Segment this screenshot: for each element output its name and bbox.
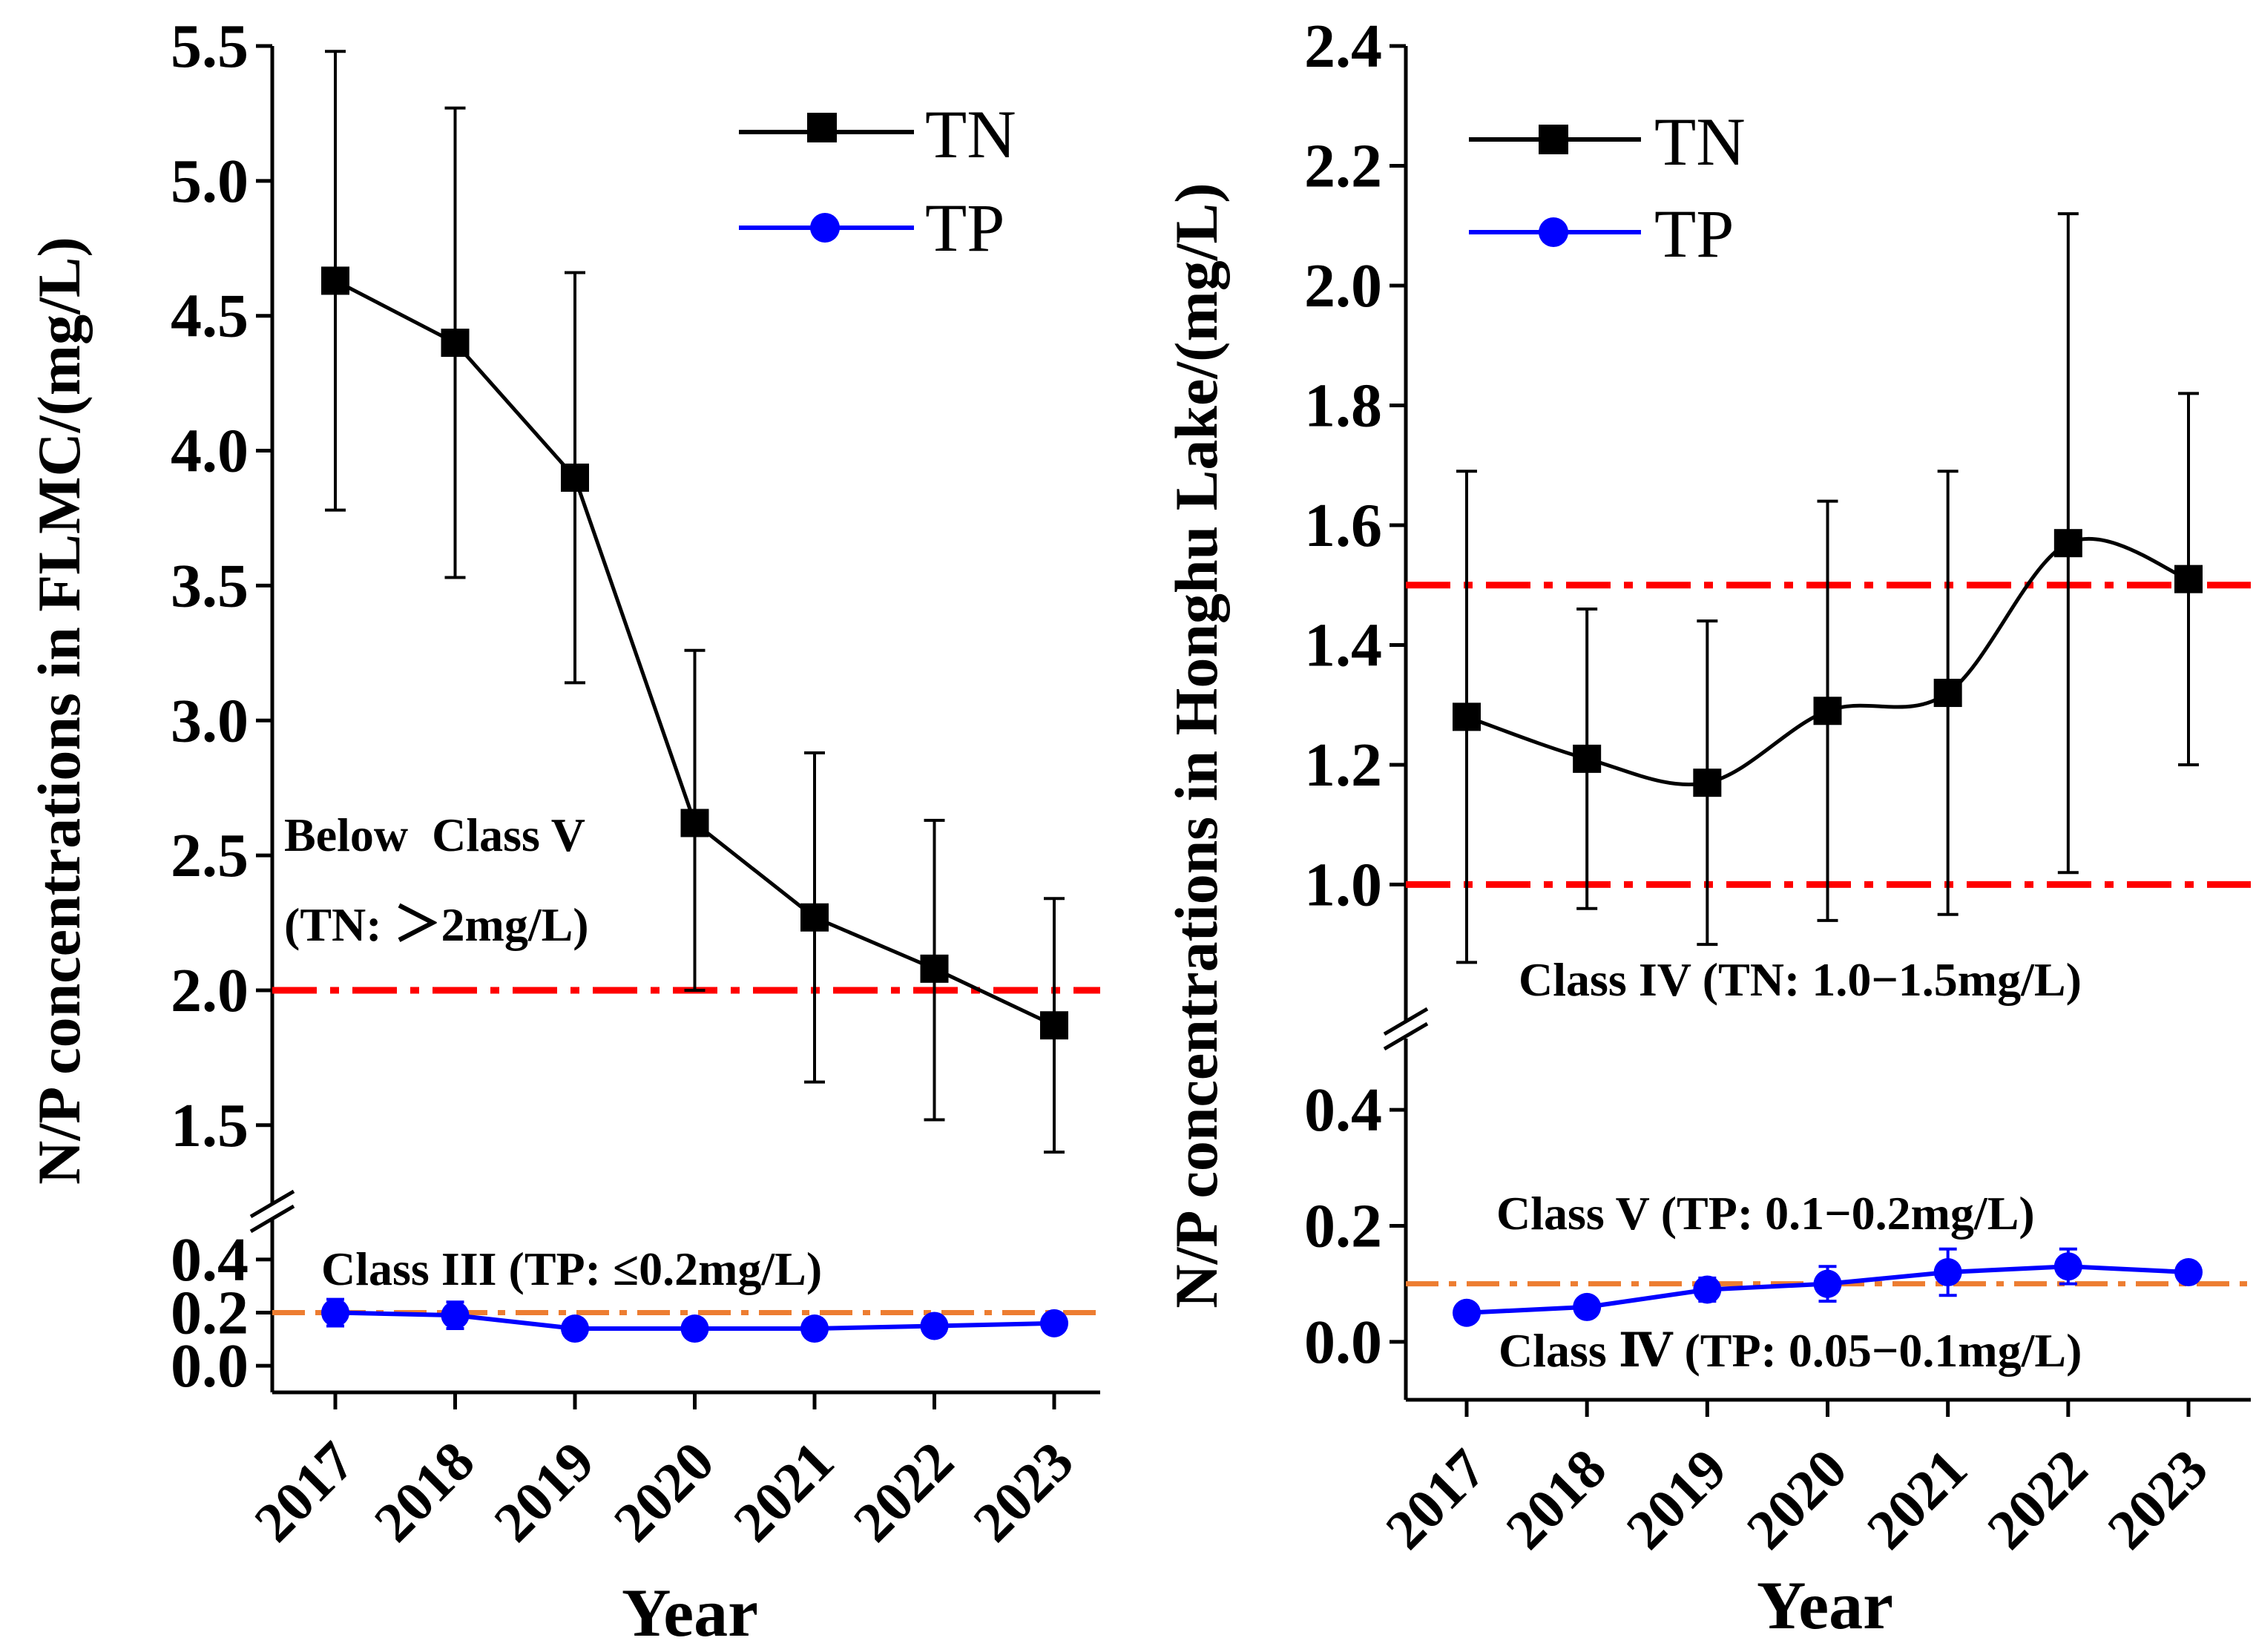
right-tn-point-2023	[2174, 565, 2203, 593]
left-axis-break	[249, 1189, 295, 1234]
right-tp-point-2018	[1573, 1292, 1602, 1321]
right-legend: TN TP	[1469, 104, 1746, 272]
right-axis-break	[1383, 1007, 1429, 1051]
left-tp-point-2022	[920, 1312, 949, 1340]
right-annotation-class-v-tp: Class V (TP: 0.1−0.2mg/L)	[1496, 1187, 2035, 1240]
right-tn-point-2018	[1573, 744, 1602, 773]
left-ytick-label-upper-4.5: 4.5	[171, 282, 249, 351]
right-tn-point-2022	[2053, 529, 2082, 558]
right-ytick-label-lower-0.2: 0.2	[1304, 1192, 1382, 1261]
right-ytick-label-upper-1.4: 1.4	[1304, 611, 1382, 679]
right-ytick-label-upper-2.0: 2.0	[1304, 251, 1382, 320]
left-tn-point-2019	[561, 463, 589, 492]
left-ytick-label-upper-2.5: 2.5	[171, 821, 249, 890]
right-tp-point-2020	[1813, 1269, 1842, 1298]
left-ytick-label-lower-0.0: 0.0	[171, 1332, 249, 1401]
left-tp-point-2019	[561, 1314, 589, 1343]
left-tn-point-2021	[800, 903, 829, 932]
left-annotation-class-iii: Class III (TP: ≤0.2mg/L)	[321, 1243, 822, 1295]
right-x-axis-title: Year	[1757, 1567, 1893, 1643]
left-y-axis-label: N/P concentrations in FLMC/(mg/L)	[25, 237, 93, 1185]
right-tn-point-2021	[1933, 679, 1962, 708]
right-ytick-label-lower-0.4: 0.4	[1304, 1076, 1382, 1145]
left-tn-point-2023	[1040, 1011, 1068, 1040]
left-x-axis-title: Year	[622, 1575, 758, 1648]
left-ytick-label-upper-5.5: 5.5	[171, 12, 249, 81]
right-annotation-class-iv-tn: Class IV (TN: 1.0−1.5mg/L)	[1519, 953, 2082, 1006]
right-tp-point-2019	[1693, 1275, 1722, 1304]
right-legend-tp-label: TP	[1654, 196, 1734, 272]
right-tn-point-2017	[1453, 702, 1481, 731]
left-tp-point-2018	[441, 1301, 470, 1330]
right-ytick-label-upper-2.4: 2.4	[1304, 12, 1382, 81]
left-ytick-label-upper-5.0: 5.0	[171, 147, 249, 216]
right-tp-point-2021	[1933, 1258, 1962, 1287]
left-legend: TN TP	[739, 96, 1016, 266]
left-tn-point-2022	[920, 954, 949, 983]
left-tn-point-2017	[321, 266, 349, 295]
right-ytick-label-lower-0.0: 0.0	[1304, 1308, 1382, 1377]
left-ytick-label-upper-4.0: 4.0	[171, 417, 249, 486]
left-ytick-label-upper-1.5: 1.5	[171, 1091, 249, 1160]
left-tp-point-2017	[321, 1298, 349, 1327]
left-ytick-label-upper-3.0: 3.0	[171, 686, 249, 755]
right-legend-tn-label: TN	[1654, 104, 1746, 180]
left-tn-point-2020	[680, 809, 709, 837]
left-legend-tn-marker	[807, 113, 837, 142]
left-tp-point-2021	[800, 1314, 829, 1343]
left-ytick-label-upper-2.0: 2.0	[171, 956, 249, 1025]
right-tp-point-2023	[2174, 1258, 2203, 1287]
right-tn-point-2019	[1693, 769, 1722, 797]
left-ytick-label-upper-3.5: 3.5	[171, 551, 249, 620]
right-tp-point-2022	[2053, 1252, 2082, 1281]
right-ytick-label-upper-1.0: 1.0	[1304, 850, 1382, 919]
left-legend-tn-label: TN	[925, 96, 1016, 172]
right-tn-point-2020	[1813, 697, 1842, 725]
left-annotation-below-class-v: Below Class V	[284, 809, 585, 861]
right-ytick-label-upper-2.2: 2.2	[1304, 131, 1382, 200]
left-tn-point-2018	[441, 329, 470, 358]
right-annotation-class-iv-tp: Class Ⅳ (TP: 0.05−0.1mg/L)	[1499, 1324, 2082, 1377]
right-legend-tn-marker	[1539, 125, 1568, 154]
left-annotation-tn-gt-2: (TN: ＞2mg/L)	[284, 898, 589, 951]
right-ytick-label-upper-1.8: 1.8	[1304, 371, 1382, 440]
right-ytick-label-upper-1.2: 1.2	[1304, 731, 1382, 800]
right-tp-point-2017	[1453, 1298, 1481, 1327]
left-ytick-label-lower-0.4: 0.4	[171, 1225, 249, 1294]
right-legend-tp-marker	[1539, 217, 1568, 247]
left-tp-point-2023	[1040, 1309, 1068, 1337]
left-legend-tp-label: TP	[925, 190, 1004, 266]
left-legend-tp-marker	[810, 213, 840, 243]
right-ytick-label-upper-1.6: 1.6	[1304, 491, 1382, 560]
left-tp-point-2020	[680, 1314, 709, 1343]
left-ytick-label-lower-0.2: 0.2	[171, 1279, 249, 1348]
right-y-axis-label: N/P concentrations in Honghu Lake/(mg/L)	[1162, 182, 1230, 1308]
